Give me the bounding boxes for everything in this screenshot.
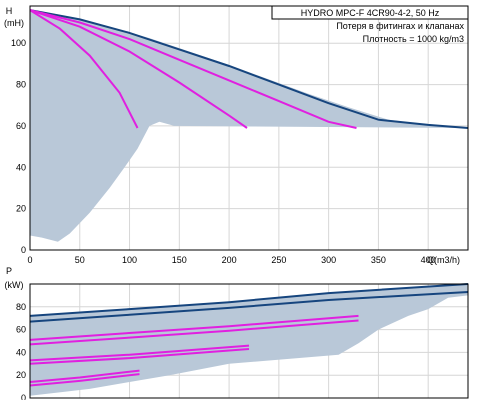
p-pump-curve [29,319,359,346]
x-tick-label: 250 [271,255,286,265]
p-plot-frame [29,283,469,399]
chart-annotation: Плотность = 1000 kg/m3 [363,34,464,44]
x-tick-label: 0 [27,255,32,265]
chart-title: HYDRO MPC-F 4CR90-4-2, 50 Hz [301,8,440,18]
h-y-tick-label: 80 [16,80,26,90]
p-pump-curve [29,348,250,365]
h-pump-curve [29,9,248,129]
x-tick-label: 100 [122,255,137,265]
x-tick-label: 50 [75,255,85,265]
title-box [271,5,469,20]
p-axis-unit: (kW) [5,280,24,290]
p-y-tick-label: 80 [16,302,26,312]
p-max-curve [29,291,469,323]
h-y-tick-label: 40 [16,162,26,172]
x-tick-label: 150 [172,255,187,265]
x-tick-label: 400 [421,255,436,265]
h-y-tick-label: 100 [11,38,26,48]
p-pump-curve [29,373,140,387]
h-max-curve [29,9,469,129]
h-y-tick-label: 20 [16,204,26,214]
p-pump-curve [29,369,140,383]
h-axis-unit: (mH) [4,18,24,28]
p-max-curve [29,283,469,317]
chart-annotation: Потеря в фитингах и клапанах [336,21,464,31]
x-tick-label: 200 [222,255,237,265]
p-y-tick-label: 0 [21,393,26,400]
p-pump-curve [29,344,250,362]
p-y-tick-label: 60 [16,325,26,335]
h-pump-curve [29,9,357,129]
p-operating-region [30,284,468,396]
h-y-tick-label: 0 [21,245,26,255]
h-axis-label: H [6,6,13,16]
x-tick-label: 300 [321,255,336,265]
x-tick-label: 350 [371,255,386,265]
head-plot: 0 20 40 60 80 100 0 50 100 150 200 250 300 350 400 H (mH… [4,5,469,265]
p-y-tick-label: 20 [16,370,26,380]
x-axis-label: Q(m3/h) [427,255,460,265]
h-y-tick-label: 60 [16,121,26,131]
h-plot-frame [29,5,469,251]
power-plot: 0 20 40 60 80 P (kW) [5,266,469,400]
h-operating-region [30,10,468,242]
p-y-tick-label: 40 [16,347,26,357]
p-axis-label: P [6,266,12,276]
h-pump-curve [29,9,139,129]
p-pump-curve [29,314,359,341]
